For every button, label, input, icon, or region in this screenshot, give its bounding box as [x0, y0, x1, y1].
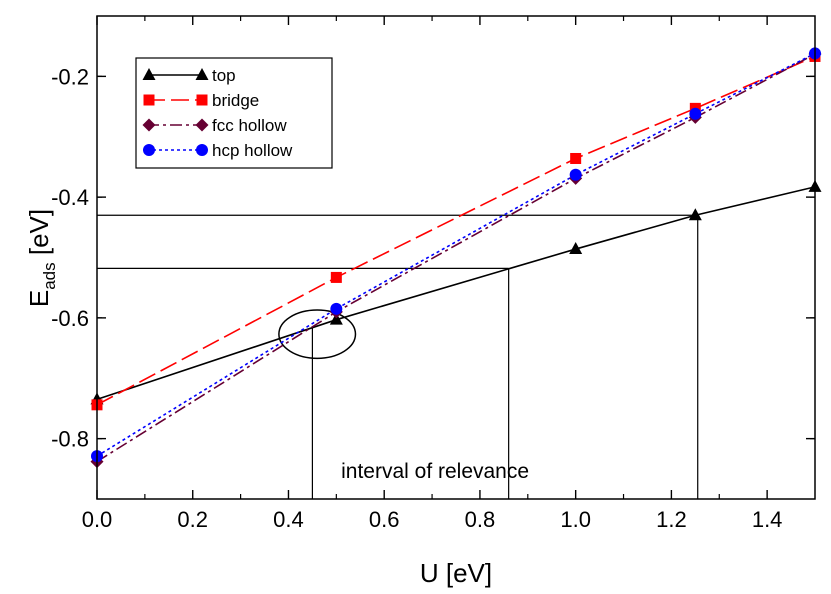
y-tick-label: -0.2 — [51, 64, 89, 89]
legend-marker-fcc-hollow — [142, 118, 156, 132]
x-tick-label: 1.4 — [752, 507, 783, 532]
data-point-bridge — [330, 271, 342, 283]
x-tick-label: 0.2 — [177, 507, 208, 532]
legend-label-bridge: bridge — [212, 91, 259, 110]
data-point-hcp-hollow — [330, 302, 343, 315]
x-tick-label: 1.0 — [560, 507, 591, 532]
x-axis-title: U [eV] — [420, 558, 492, 588]
legend-marker-bridge — [196, 94, 208, 106]
data-point-top — [688, 208, 702, 221]
data-point-top — [569, 242, 583, 255]
legend-marker-top — [142, 68, 156, 80]
y-axis-title-unit: [eV] — [24, 209, 54, 262]
x-tick-label: 1.2 — [656, 507, 687, 532]
data-point-top — [329, 312, 343, 325]
legend-box — [135, 57, 333, 169]
series-line-top — [97, 186, 815, 401]
legend-label-fcc-hollow: fcc hollow — [212, 116, 287, 135]
x-tick-label: 0.6 — [369, 507, 400, 532]
y-tick-label: -0.6 — [51, 306, 89, 331]
data-point-bridge — [570, 152, 582, 164]
y-axis-title-sub: ads — [40, 262, 59, 289]
legend-label-top: top — [212, 66, 236, 85]
legend: top bridge fcc hollow hcp hollow — [135, 57, 333, 169]
legend-marker-bridge — [143, 94, 155, 106]
x-tick-label: 0.0 — [82, 507, 113, 532]
annotation-layer — [97, 214, 699, 499]
series-line-hcp-hollow — [97, 52, 815, 457]
annotation-circle — [278, 309, 357, 360]
y-tick-label: -0.4 — [51, 185, 89, 210]
y-axis-title: Eads [eV] — [24, 209, 59, 307]
x-tick-label: 0.8 — [465, 507, 496, 532]
plot-frame — [96, 15, 816, 500]
y-tick-label: -0.8 — [51, 427, 89, 452]
y-axis-title-base: E — [24, 290, 54, 307]
legend-marker-top — [195, 68, 209, 80]
x-tick-label: 0.4 — [273, 507, 304, 532]
tick-layer: 0.0 0.2 0.4 0.6 0.8 1.0 1.2 1.4 -0.8 -0.6 -0.4 -0.2 — [51, 16, 815, 532]
legend-label-hcp-hollow: hcp hollow — [212, 141, 293, 160]
data-point-hcp-hollow — [689, 107, 702, 120]
legend-marker-hcp-hollow — [196, 144, 208, 156]
legend-marker-hcp-hollow — [143, 144, 155, 156]
data-point-hcp-hollow — [569, 168, 582, 181]
legend-marker-fcc-hollow — [195, 118, 209, 132]
annotation-interval-of-relevance: interval of relevance — [341, 460, 529, 483]
